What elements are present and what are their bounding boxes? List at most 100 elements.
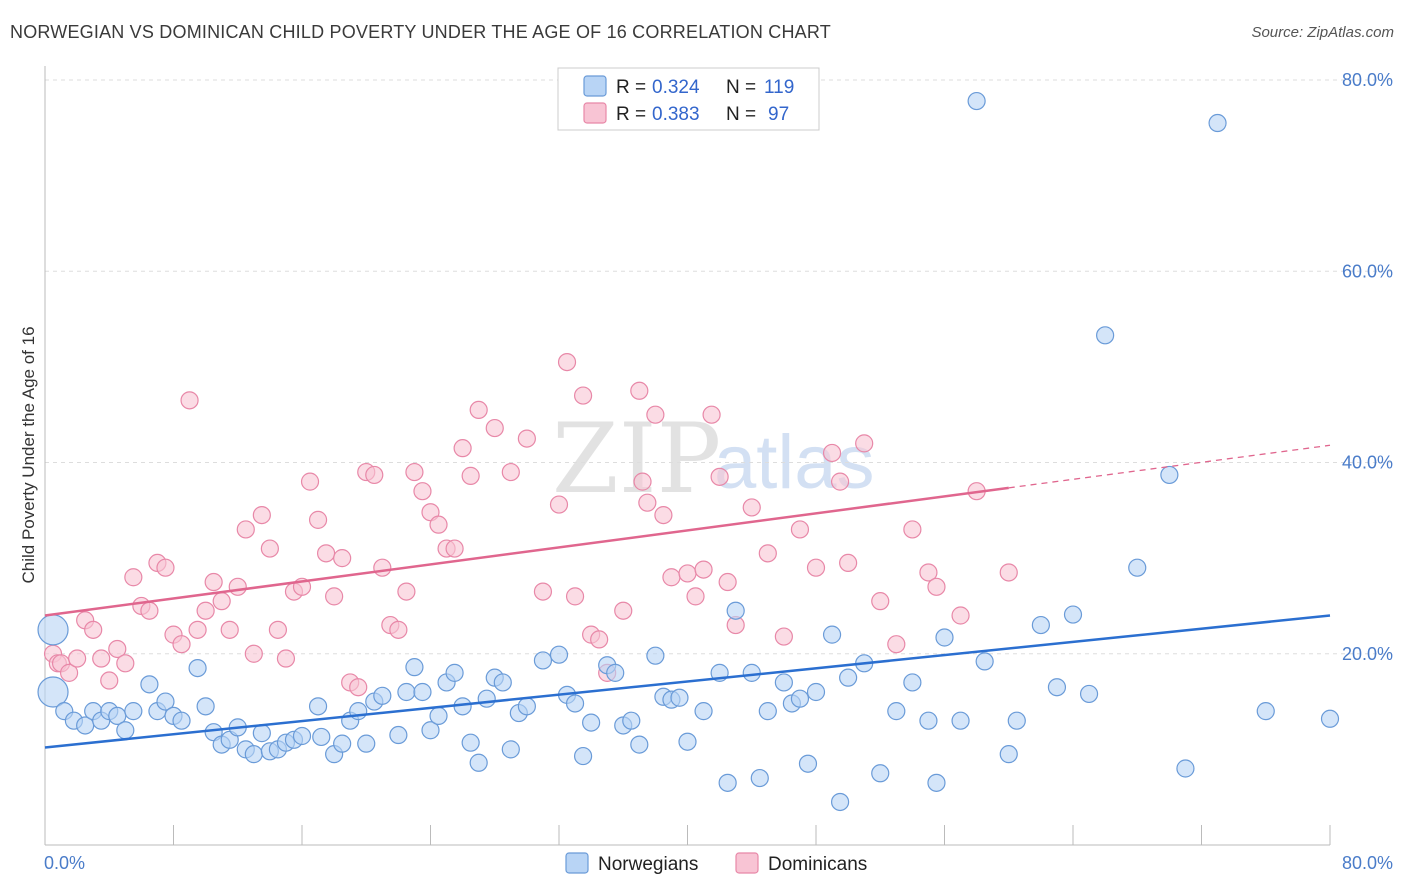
norwegian-point	[1096, 326, 1115, 345]
y-tick-label: 20.0%	[1342, 644, 1393, 664]
norwegian-point	[1256, 702, 1275, 721]
dominican-point	[758, 544, 777, 563]
x-tick-label: 0.0%	[44, 853, 85, 873]
dominican-point	[333, 549, 352, 568]
dominican-point	[855, 434, 874, 453]
dominican-point	[590, 630, 609, 649]
norwegian-point	[967, 91, 986, 111]
norwegian-point	[124, 702, 143, 721]
dominican-point	[790, 520, 810, 539]
dominican-points	[43, 352, 1018, 697]
norwegian-point	[718, 773, 737, 792]
legend-n-label: N =	[726, 104, 756, 125]
dominican-point	[236, 520, 255, 539]
legend-r-value-norwegians: 0.324	[652, 77, 700, 98]
norwegian-point	[357, 734, 376, 753]
legend-swatch-norwegians	[583, 75, 607, 97]
norwegian-point	[461, 733, 480, 752]
dominican-point	[774, 627, 793, 646]
dominican-point	[212, 592, 231, 611]
dominican-point	[871, 592, 890, 611]
dominican-point	[389, 620, 408, 639]
dominican-point	[614, 601, 633, 620]
norwegian-point	[429, 706, 448, 726]
norwegian-point	[292, 726, 312, 746]
dominican-point	[633, 472, 652, 491]
norwegian-point	[413, 682, 432, 702]
y-tick-label: 80.0%	[1342, 70, 1393, 90]
norwegian-point	[469, 753, 488, 772]
dominican-point	[630, 381, 649, 400]
norwegian-point	[1320, 709, 1340, 728]
legend-swatch-dominicans	[583, 102, 607, 124]
dominican-point	[276, 649, 296, 668]
dominican-point	[702, 405, 721, 424]
norwegian-point	[389, 725, 408, 745]
source-label: Source: ZipAtlas.com	[1251, 24, 1394, 41]
dominican-point	[686, 587, 705, 606]
norwegian-points	[37, 91, 1340, 812]
legend-n-value-dominicans: 97	[768, 104, 789, 125]
dominican-point	[413, 482, 432, 501]
norwegian-point	[140, 675, 159, 694]
dominican-point	[469, 400, 488, 420]
norwegian-point	[694, 702, 713, 721]
dominican-point	[453, 439, 472, 458]
norwegian-point	[1208, 113, 1227, 133]
dominican-point	[220, 620, 239, 639]
dominican-point	[806, 558, 826, 577]
dominican-point	[373, 558, 392, 577]
norwegian-point	[1047, 678, 1067, 697]
dominican-point	[445, 539, 464, 558]
norwegian-point	[646, 646, 665, 665]
dominican-point	[204, 572, 223, 592]
dominican-point	[887, 635, 906, 654]
norwegian-point	[790, 689, 810, 708]
norwegian-point	[774, 673, 793, 692]
norwegian-point	[582, 713, 601, 732]
dominican-point	[100, 671, 119, 690]
dominican-point	[252, 505, 271, 525]
dominican-point	[244, 644, 263, 663]
norwegian-point	[37, 676, 69, 708]
norwegian-point	[935, 628, 954, 647]
watermark-zip: ZIP	[552, 403, 721, 515]
dominican-point	[822, 443, 842, 463]
norwegian-point	[421, 721, 440, 740]
norwegian-point	[196, 697, 215, 716]
dominican-point	[316, 544, 336, 563]
norwegian-point	[373, 686, 392, 705]
norwegian-point	[156, 692, 175, 711]
dominican-point	[557, 352, 577, 372]
dominican-point	[501, 462, 520, 482]
dominican-point	[517, 429, 536, 448]
norwegian-point	[999, 745, 1018, 764]
norwegian-point	[1079, 684, 1099, 704]
norwegian-point	[397, 682, 416, 702]
norwegian-point	[172, 711, 191, 730]
dominican-point	[397, 582, 416, 601]
dominican-point	[68, 649, 87, 668]
dominican-point	[140, 601, 159, 620]
norwegian-point	[37, 614, 69, 646]
norwegian-point	[549, 645, 569, 664]
dominican-point	[927, 577, 946, 596]
watermark-atlas: atlas	[714, 420, 875, 505]
norwegian-point	[758, 702, 777, 721]
x-tick-label: 80.0%	[1342, 853, 1393, 873]
dominican-point	[59, 663, 79, 682]
norwegian-point	[533, 651, 553, 670]
dominican-point	[196, 601, 215, 620]
norwegian-point	[244, 745, 263, 764]
norwegian-point	[919, 711, 938, 730]
dominican-point	[742, 498, 761, 517]
norwegian-point	[927, 773, 946, 792]
norwegian-point	[678, 732, 697, 751]
dominican-point	[308, 510, 328, 529]
dominican-point	[172, 635, 191, 654]
norwegian-point	[116, 721, 135, 740]
norwegian-point	[1007, 711, 1026, 730]
dominican-point	[461, 466, 480, 485]
stats-legend: R = 0.324 N = 119 R = 0.383 N = 97	[557, 67, 820, 131]
